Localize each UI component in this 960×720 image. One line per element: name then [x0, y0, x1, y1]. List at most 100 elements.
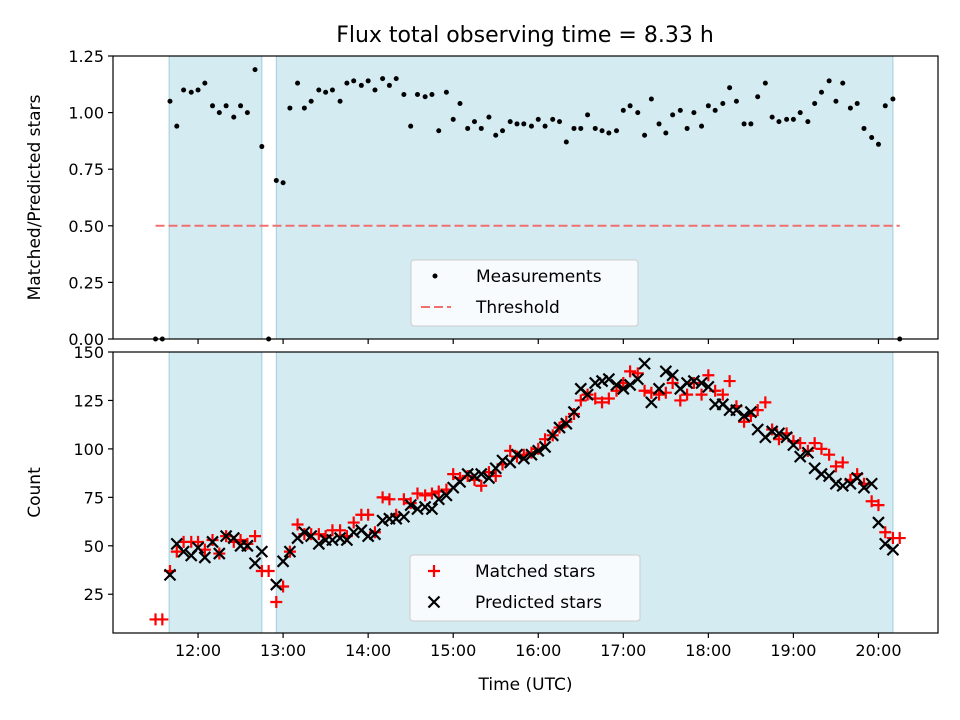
- predicted-star-point: [326, 533, 339, 547]
- x-tick-label: 19:00: [770, 641, 816, 660]
- legend-box: [409, 554, 641, 622]
- predicted-star-point: [276, 555, 290, 568]
- measurement-point: [238, 103, 244, 109]
- predicted-star-point: [645, 396, 658, 409]
- matched-star-point: [653, 388, 666, 401]
- bottom-panel: 12:00 13:00 14:00 15:00 16:00 17:00 18:00 19:00…: [25, 343, 939, 695]
- measurement-point: [429, 91, 435, 97]
- measurement-point: [223, 103, 229, 109]
- x-tick-label: 18:00: [685, 641, 731, 660]
- x-tick-label: 12:00: [175, 641, 221, 660]
- matched-star-point: [404, 497, 417, 510]
- measurement-point: [677, 107, 683, 113]
- measurement-point: [500, 128, 506, 134]
- matched-star-point: [192, 535, 205, 548]
- y-tick-label: 1.25: [68, 47, 104, 66]
- measurement-point: [684, 125, 690, 131]
- measurement-point: [606, 130, 612, 136]
- measurement-point: [252, 67, 258, 73]
- measurement-point: [443, 89, 449, 95]
- matched-star-point: [206, 533, 219, 546]
- matched-star-point: [270, 595, 283, 608]
- predicted-star-point: [857, 481, 871, 494]
- predicted-star-point: [744, 405, 758, 419]
- measurement-point: [465, 125, 471, 131]
- predicted-star-point: [560, 417, 573, 430]
- chart-title: Flux total observing time = 8.33 h: [336, 23, 714, 48]
- matched-star-point: [461, 470, 474, 483]
- matched-star-point: [666, 377, 679, 390]
- top-panel: 0.00 0.25 0.50 0.75 1.00 1.25 Matched/Predicte…: [25, 47, 939, 349]
- measurement-point: [720, 101, 726, 107]
- matched-star-point: [723, 375, 736, 388]
- predicted-star-point: [191, 541, 205, 555]
- measurement-point: [705, 103, 711, 109]
- predicted-star-point: [631, 372, 645, 386]
- measurement-point: [627, 103, 633, 109]
- y-tick-label: 1.00: [68, 104, 104, 123]
- measurement-point: [592, 125, 598, 131]
- legend-predicted-marker: [427, 595, 441, 609]
- predicted-star-point: [836, 479, 850, 492]
- matched-star-point: [419, 489, 432, 502]
- predicted-star-point: [347, 525, 360, 539]
- predicted-star-point: [801, 446, 815, 460]
- measurement-point: [244, 110, 250, 116]
- measurement-point: [422, 94, 428, 100]
- matched-star-point: [759, 396, 772, 409]
- predicted-star-point: [248, 556, 262, 570]
- measurement-point: [620, 107, 626, 113]
- measurement-point: [790, 116, 796, 122]
- matched-star-point: [823, 448, 836, 461]
- matched-star-point: [716, 388, 729, 401]
- predicted-star-point: [623, 378, 637, 392]
- measurement-point: [727, 85, 733, 91]
- measurement-point: [436, 128, 442, 134]
- predicted-star-point: [737, 409, 751, 423]
- measurement-point: [216, 110, 222, 116]
- y-axis-label: Count: [25, 467, 45, 518]
- measurement-point: [882, 103, 888, 109]
- predicted-star-point: [878, 537, 892, 551]
- y-tick-label: 125: [73, 391, 104, 410]
- measurement-point: [486, 114, 492, 120]
- legend-matched-marker: [428, 565, 440, 577]
- measurement-point: [450, 116, 456, 122]
- predicted-star-point: [198, 551, 212, 564]
- matched-star-point: [425, 487, 438, 500]
- matched-star-point: [836, 456, 849, 469]
- predicted-star-point: [206, 535, 219, 549]
- matched-star-point: [815, 442, 828, 455]
- measurement-point: [542, 123, 548, 129]
- y-tick-label: 0.25: [68, 273, 104, 292]
- measurement-point: [195, 87, 201, 93]
- measurement-point: [670, 112, 676, 118]
- measurement-point: [174, 123, 180, 129]
- measurement-point: [869, 135, 875, 141]
- matched-star-point: [383, 493, 396, 506]
- legend-label: Matched stars: [475, 562, 595, 582]
- measurement-point: [840, 80, 846, 86]
- predicted-star-point: [177, 545, 190, 558]
- measurement-point: [571, 125, 577, 131]
- predicted-star-point: [312, 537, 326, 551]
- y-tick-label: 150: [73, 343, 104, 362]
- matched-star-point: [574, 394, 587, 407]
- predicted-star-point: [432, 493, 446, 506]
- axes-frame: [112, 55, 939, 340]
- measurement-point: [550, 116, 556, 122]
- measurement-point: [329, 87, 335, 93]
- x-tick-label: 17:00: [600, 641, 646, 660]
- matched-star-point: [376, 491, 389, 504]
- measurement-point: [210, 103, 216, 109]
- measurement-point: [167, 98, 173, 104]
- x-tick-label: 13:00: [260, 641, 306, 660]
- matched-star-point: [334, 524, 347, 537]
- measurement-point: [691, 110, 697, 116]
- measurement-point: [372, 87, 378, 93]
- measurement-point: [259, 144, 265, 150]
- measurement-point: [528, 123, 534, 129]
- y-tick-label: 100: [73, 440, 104, 459]
- predicted-star-point: [213, 547, 226, 560]
- predicted-star-point: [517, 452, 531, 465]
